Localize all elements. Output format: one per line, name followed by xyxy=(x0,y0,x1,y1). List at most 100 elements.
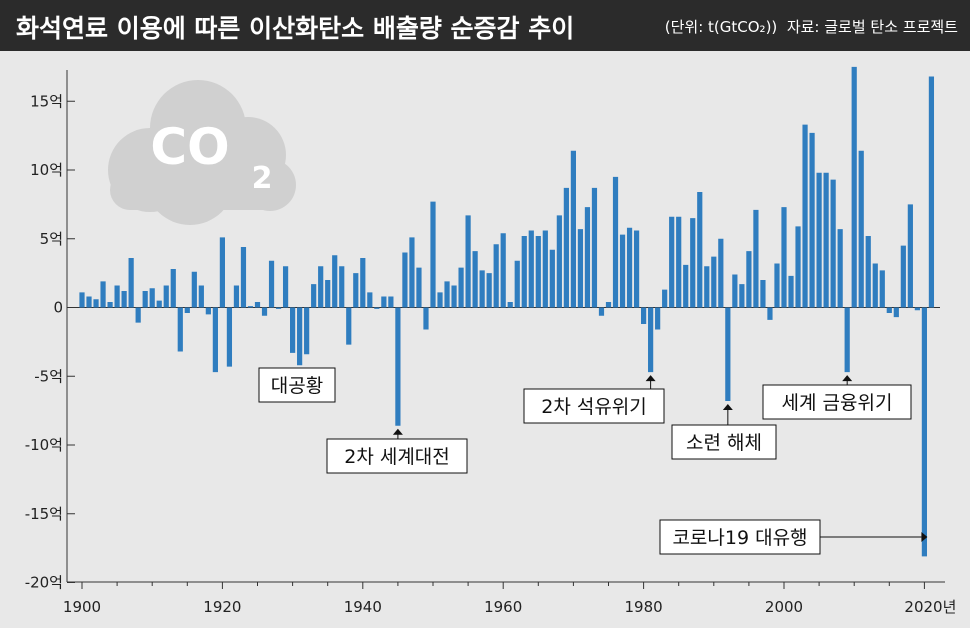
bar-2005 xyxy=(816,172,822,308)
bar-1923 xyxy=(240,247,247,308)
bar-1909 xyxy=(142,291,148,308)
bar-1967 xyxy=(549,249,555,308)
bar-1951 xyxy=(437,292,443,308)
bar-1977 xyxy=(619,234,626,308)
bar-1966 xyxy=(542,230,548,308)
annotation-box xyxy=(326,438,468,474)
bar-1907 xyxy=(128,258,134,308)
bar-1903 xyxy=(100,281,106,308)
bar-1960 xyxy=(500,233,506,308)
bar-1926 xyxy=(261,307,268,316)
bar-1993 xyxy=(732,274,738,308)
y-tick-label: 0 xyxy=(53,299,63,317)
bar-1970 xyxy=(570,150,576,308)
bar-1915 xyxy=(184,307,190,313)
bar-2017 xyxy=(900,245,906,308)
bar-1995 xyxy=(746,251,752,308)
bar-2003 xyxy=(802,124,808,308)
bar-1928 xyxy=(275,307,282,309)
bar-1944 xyxy=(388,296,394,308)
bar-1924 xyxy=(247,306,254,308)
bar-1934 xyxy=(318,266,324,308)
bar-1922 xyxy=(233,285,240,308)
annotation-label: 2차 세계대전 xyxy=(344,446,450,468)
bar-2016 xyxy=(893,307,899,318)
annotation-label: 세계 금융위기 xyxy=(782,392,893,414)
bar-1935 xyxy=(325,280,331,308)
bar-1931 xyxy=(297,307,303,366)
bar-1963 xyxy=(521,236,527,308)
bar-2007 xyxy=(830,179,836,308)
bar-2011 xyxy=(858,150,864,308)
bar-1905 xyxy=(114,285,120,308)
bar-1983 xyxy=(662,289,668,308)
unit-and-source: (단위: t(GtCO₂)) 자료: 글로벌 탄소 프로젝트 xyxy=(665,16,958,37)
bar-2013 xyxy=(872,263,878,308)
annotation-label: 대공황 xyxy=(271,375,323,397)
x-tick-label: 1920 xyxy=(203,598,241,616)
y-tick-label: -15억 xyxy=(25,505,63,523)
bar-1955 xyxy=(465,215,471,308)
bar-1991 xyxy=(718,238,724,308)
annotation-arrow xyxy=(921,532,928,542)
bar-1997 xyxy=(760,280,766,308)
bar-2020 xyxy=(921,307,927,557)
bar-1950 xyxy=(430,201,436,308)
bar-1990 xyxy=(711,256,717,308)
bar-1901 xyxy=(86,296,92,308)
bar-1914 xyxy=(177,307,183,352)
bar-1985 xyxy=(676,216,682,308)
bar-2006 xyxy=(823,172,829,308)
x-tick-label: 1980 xyxy=(625,598,663,616)
bar-1904 xyxy=(107,302,113,308)
bar-2021 xyxy=(928,76,935,308)
bar-2002 xyxy=(795,226,801,308)
bar-1917 xyxy=(198,285,204,308)
bar-1971 xyxy=(577,229,584,308)
title-bar: 화석연료 이용에 따른 이산화탄소 배출량 순증감 추이 (단위: t(GtCO… xyxy=(0,0,970,51)
bar-1938 xyxy=(346,307,352,345)
bar-1936 xyxy=(332,255,338,308)
y-tick-label: 10억 xyxy=(30,161,63,179)
bar-1982 xyxy=(655,307,661,330)
bar-1940 xyxy=(360,258,366,308)
annotation-label: 코로나19 대유행 xyxy=(672,527,807,549)
y-axis: 15억 10억 5억 0 -5억 -10억 -15억 -20억 xyxy=(25,70,940,592)
source-label: 자료: 글로벌 탄소 프로젝트 xyxy=(786,18,958,36)
bar-1930 xyxy=(290,307,296,353)
bar-1998 xyxy=(767,307,773,320)
bar-2018 xyxy=(907,204,913,308)
bar-1976 xyxy=(612,176,619,308)
annotation-label: 소련 해체 xyxy=(686,432,762,454)
bar-1920 xyxy=(219,237,225,308)
bar-2019 xyxy=(914,307,920,311)
annotation-arrow xyxy=(645,375,656,382)
bar-1942 xyxy=(374,307,380,309)
annotation: 코로나19 대유행 xyxy=(659,519,928,555)
bar-2012 xyxy=(865,236,871,308)
bar-1972 xyxy=(584,207,591,308)
bar-1947 xyxy=(409,237,415,308)
bar-1913 xyxy=(170,269,176,308)
bar-1996 xyxy=(753,209,759,308)
bar-1992 xyxy=(725,307,731,401)
co2-icon-subscript: 2 xyxy=(252,161,273,196)
bar-2004 xyxy=(809,132,815,308)
annotation-box xyxy=(762,384,912,420)
bar-1945 xyxy=(395,307,401,426)
annotation: 세계 금융위기 xyxy=(762,375,912,420)
x-tick-label: 1900 xyxy=(63,598,101,616)
bar-1984 xyxy=(669,216,675,308)
bar-1900 xyxy=(79,292,85,308)
co2-icon-text: CO xyxy=(150,118,229,176)
bar-1921 xyxy=(226,307,233,367)
bar-1911 xyxy=(156,300,162,308)
y-tick-label: 15억 xyxy=(30,92,63,110)
bar-1965 xyxy=(535,236,541,308)
bar-1948 xyxy=(416,267,422,308)
bar-1958 xyxy=(486,273,492,308)
bar-1937 xyxy=(339,266,345,308)
bar-1994 xyxy=(739,284,745,308)
bar-1941 xyxy=(367,292,373,308)
